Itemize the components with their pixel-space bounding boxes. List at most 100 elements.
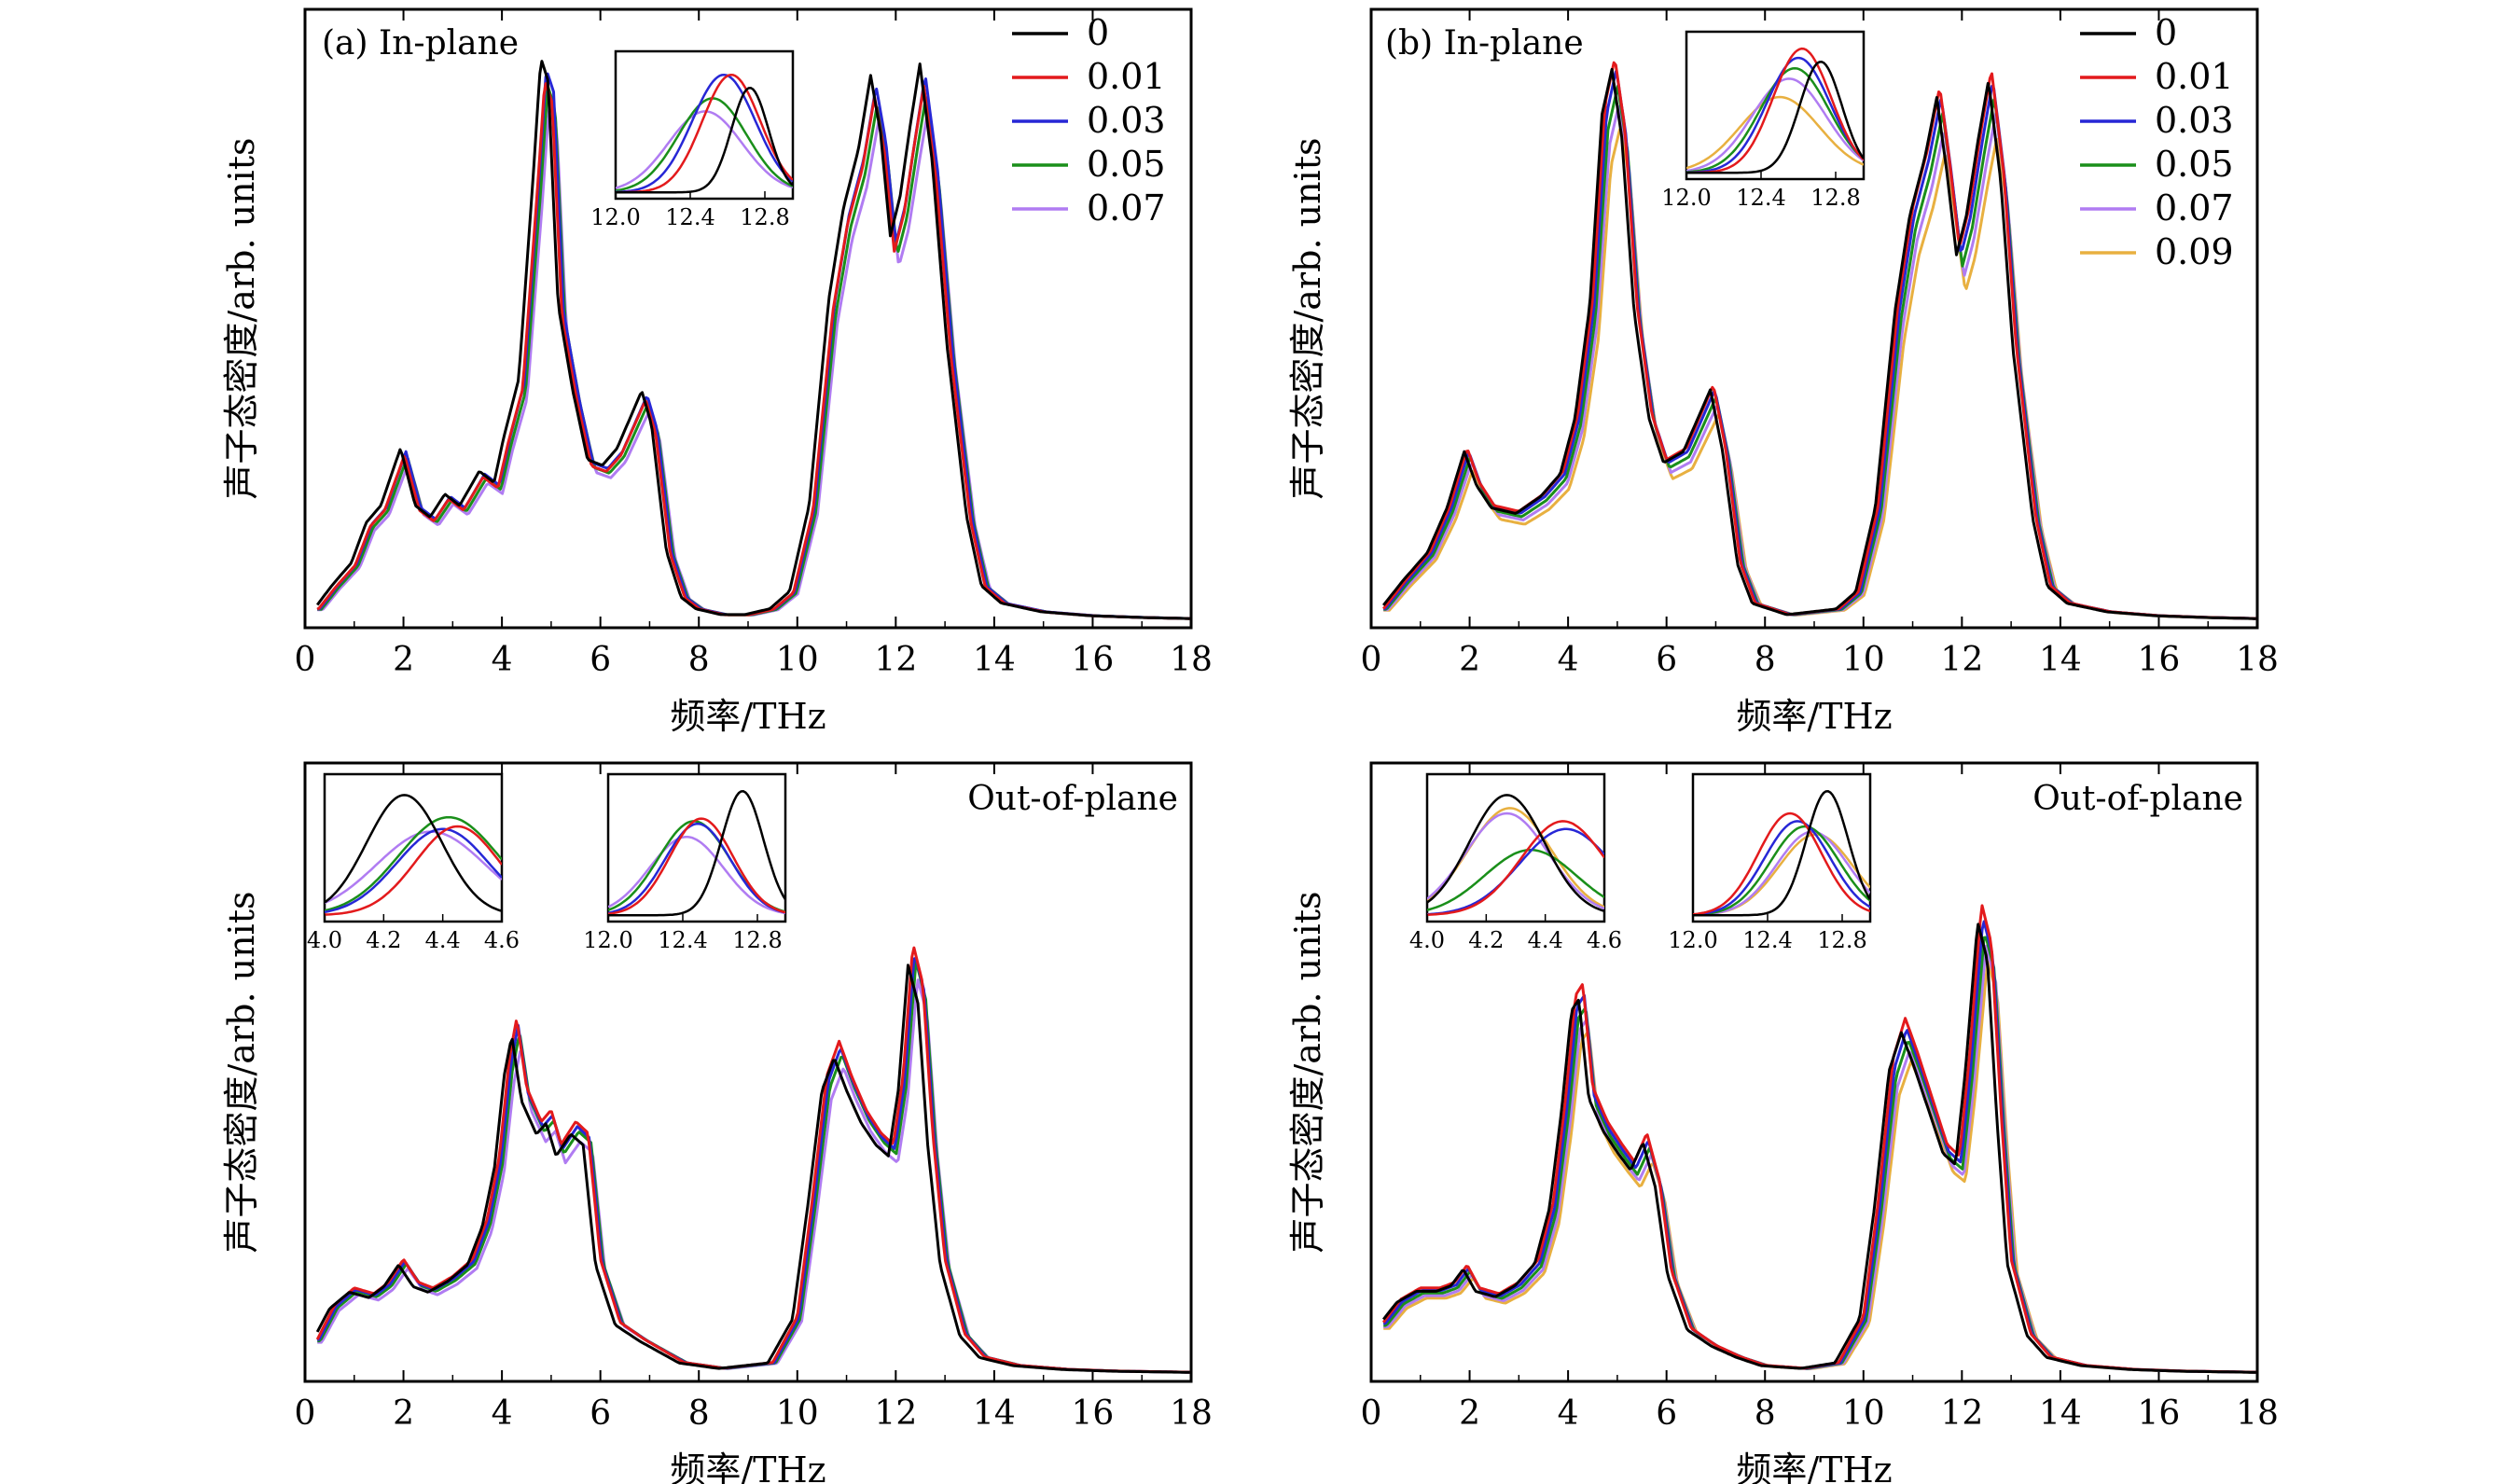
x-tick-label: 12 [1940, 1394, 1983, 1433]
inset-tick-label: 12.4 [1742, 927, 1792, 953]
inset-line-0.09 [1686, 95, 1864, 170]
inset-tick-label: 4.4 [425, 927, 461, 953]
inset-line-0.01 [616, 73, 793, 194]
inset-tick-label: 12.8 [1810, 185, 1860, 211]
legend-label: 0.05 [1087, 144, 1166, 185]
inset-line-0.05 [1427, 848, 1604, 911]
inset-line-0 [1686, 61, 1864, 174]
inset-tick-label: 12.0 [1668, 927, 1717, 953]
x-tick-label: 0 [1361, 1394, 1382, 1433]
inset: 12.0 12.4 12.8 [590, 49, 795, 230]
series-line-0.05 [1383, 936, 2256, 1374]
x-tick-label: 10 [776, 641, 819, 679]
x-axis-label: 频率/THz [1736, 1449, 1892, 1484]
inset-line-0.07 [616, 110, 793, 189]
series-line-0.01 [315, 946, 1190, 1374]
y-axis-label: 声子态密度/arb. units [1287, 138, 1328, 500]
y-axis-label: 声子态密度/arb. units [1287, 892, 1328, 1254]
inset-tick-label: 4.6 [1587, 927, 1622, 953]
legend-label: 0.03 [1087, 100, 1166, 141]
inset-frame [1685, 30, 1866, 181]
inset: 4.0 4.2 4.4 4.6 [1409, 772, 1622, 953]
inset-line-0.03 [325, 827, 502, 914]
inset-line-0 [616, 87, 793, 194]
series-line-0.07 [1383, 104, 2256, 620]
x-tick-label: 6 [590, 641, 611, 679]
x-tick-label: 4 [492, 641, 513, 679]
inset-tick-label: 4.0 [1409, 927, 1445, 953]
inset-series [616, 73, 793, 194]
inset-tick-label: 12.4 [658, 927, 707, 953]
inset-series [608, 790, 785, 917]
x-tick-label: 18 [1170, 1394, 1213, 1433]
x-tick-label: 12 [874, 641, 917, 679]
series-line-0.03 [316, 956, 1190, 1374]
inset-tick-label: 12.8 [732, 927, 782, 953]
x-tick-label: 16 [1072, 641, 1115, 679]
x-tick-label: 12 [1940, 641, 1983, 679]
x-tick-label: 4 [1558, 1394, 1579, 1433]
x-tick-label: 8 [1755, 1394, 1776, 1433]
x-tick-label: 0 [295, 1394, 316, 1433]
inset-line-0.01 [325, 825, 502, 916]
series-line-0 [1382, 67, 2256, 620]
legend-label: 0.07 [1087, 187, 1166, 229]
x-tick-label: 14 [973, 1394, 1016, 1433]
inset-line-0 [325, 794, 502, 912]
x-tick-label: 4 [1558, 641, 1579, 679]
inset: 4.0 4.2 4.4 4.6 [307, 772, 520, 953]
inset: 12.0 12.4 12.8 [583, 772, 787, 953]
x-axis-label: 频率/THz [670, 696, 825, 737]
x-tick-label: 18 [2236, 641, 2279, 679]
series-line-0 [1382, 922, 2256, 1374]
x-tick-label: 2 [393, 1394, 414, 1433]
inset-tick-label: 4.4 [1528, 927, 1563, 953]
inset-line-0.01 [1686, 47, 1864, 174]
legend-label: 0.05 [2155, 144, 2234, 185]
inset-line-0.05 [616, 97, 793, 192]
legend-label: 0 [1087, 12, 1109, 53]
inset-line-0.01 [1693, 811, 1870, 916]
legend-label: 0.03 [2155, 100, 2234, 141]
inset-tick-label: 12.0 [590, 204, 640, 230]
series-line-0.07 [1383, 944, 2256, 1374]
x-tick-label: 6 [1656, 641, 1677, 679]
panel-b: 0 2 4 6 8 10 12 14 16 18 频率/THz 声子态密度/arb. units (b)… [1287, 7, 2279, 737]
legend-label: 0 [2155, 12, 2177, 53]
inset-series [1686, 47, 1864, 174]
panel-title: (b) In-plane [1385, 24, 1584, 62]
inset-line-0.03 [1693, 820, 1870, 916]
x-tick-label: 0 [1361, 641, 1382, 679]
inset-tick-label: 12.4 [665, 204, 714, 230]
inset-line-0 [1427, 794, 1604, 912]
inset-tick-label: 12.4 [1736, 185, 1785, 211]
legend: 00.010.030.050.07 [1012, 12, 1166, 229]
x-tick-label: 8 [688, 641, 710, 679]
inset-line-0.03 [608, 822, 785, 914]
panel-d: 0 2 4 6 8 10 12 14 16 18 频率/THz 声子态密度/arb. units Out… [1287, 761, 2279, 1484]
x-tick-label: 6 [590, 1394, 611, 1433]
legend-label: 0.07 [2155, 187, 2234, 229]
inset-line-0.03 [1686, 56, 1864, 174]
inset-line-0.07 [1693, 830, 1870, 917]
x-tick-label: 2 [1459, 641, 1480, 679]
inset-line-0.05 [1693, 825, 1870, 916]
x-tick-label: 8 [688, 1394, 710, 1433]
legend-label: 0.01 [1087, 56, 1166, 97]
inset-tick-label: 12.8 [1817, 927, 1866, 953]
inset-line-0.03 [616, 73, 793, 194]
inset-line-0 [1693, 790, 1870, 917]
inset-line-0.01 [1427, 820, 1604, 916]
inset-tick-label: 4.0 [307, 927, 342, 953]
series-line-0.03 [1382, 920, 2256, 1374]
inset-series [1427, 794, 1604, 916]
x-tick-label: 16 [2138, 641, 2181, 679]
x-tick-label: 8 [1755, 641, 1776, 679]
panel-a: 0 2 4 6 8 10 12 14 16 18 频率/THz 声子态密度/arb. units (a)… [221, 7, 1213, 737]
series-line-0.09 [1383, 960, 2256, 1374]
inset-series [325, 794, 502, 916]
legend-label: 0.01 [2155, 56, 2234, 97]
inset-tick-label: 12.8 [740, 204, 789, 230]
x-tick-label: 2 [393, 641, 414, 679]
x-axis-label: 频率/THz [670, 1449, 825, 1484]
